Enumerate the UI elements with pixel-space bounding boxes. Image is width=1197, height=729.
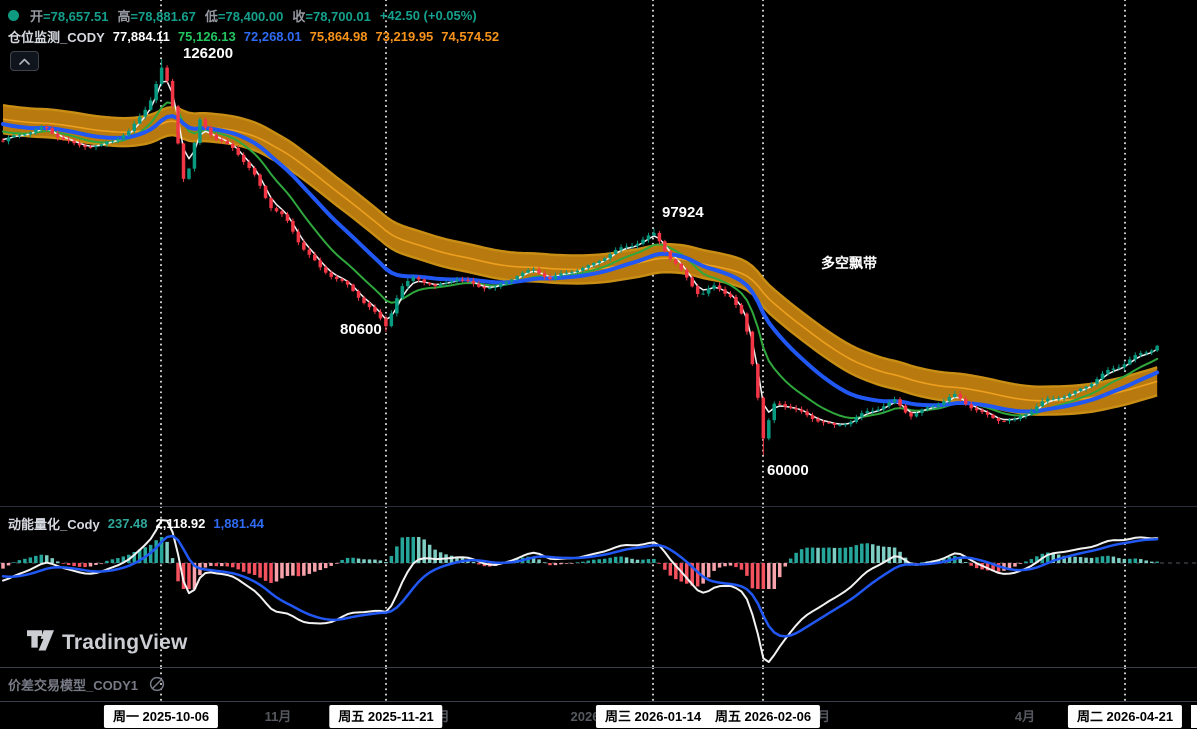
indicator-title[interactable]: 仓位监测_CODY: [8, 30, 105, 45]
swing-annotation: 60000: [767, 462, 809, 479]
ohlc-low: 低=78,400.00: [204, 9, 284, 24]
ohlc-change: +42.50 (+0.05%): [379, 8, 477, 23]
series-marker-icon[interactable]: [8, 10, 19, 21]
ohlc-legend-row: 开=78,657.51 高=78,881.67 低=78,400.00 收=78…: [8, 6, 477, 25]
chevron-up-icon: [19, 58, 30, 65]
indicator-value: 72,268.01: [243, 29, 302, 44]
tradingview-logo[interactable]: TradingView: [27, 630, 188, 655]
oscillator-value: 2,118.92: [155, 516, 206, 531]
pane-separator[interactable]: [0, 506, 1197, 507]
tradingview-wordmark: TradingView: [62, 630, 188, 654]
month-label: 2026: [570, 709, 600, 724]
date-chip: 周一 2025-10-06: [103, 705, 219, 728]
ribbon-label: 多空飘带: [821, 255, 877, 271]
indicator-value: 75,126.13: [177, 29, 236, 44]
oscillator-value: 237.48: [107, 516, 148, 531]
oscillator-values: 237.48 2,118.92 1,881.44: [108, 516, 264, 531]
oscillator-legend-row: 动能量化_Cody 237.48 2,118.92 1,881.44: [8, 514, 264, 533]
session-lines-continuation: [160, 668, 1126, 701]
date-chip: 周三 2026-01-14: [595, 705, 711, 728]
date-chip: 周二 2026-04-21: [1067, 705, 1183, 728]
indicator-legend-row: 仓位监测_CODY 77,884.11 75,126.13 72,268.01 75,…: [8, 27, 499, 46]
indicator-value: 73,219.95: [375, 29, 434, 44]
row-divider-top: [0, 667, 1197, 668]
oscillator-chart-canvas[interactable]: [0, 507, 1197, 667]
tradingview-logo-icon: [27, 630, 54, 651]
price-chart-canvas[interactable]: [0, 0, 1197, 506]
hidden-indicator-title[interactable]: 价差交易模型_CODY1: [8, 677, 139, 693]
swing-annotation: 126200: [183, 45, 234, 62]
date-chip: 周五 2026-02-06: [705, 705, 821, 728]
eye-off-icon[interactable]: [148, 675, 166, 693]
collapse-legend-button[interactable]: [10, 51, 39, 71]
indicator-values: 77,884.11 75,126.13 72,268.01 75,864.98 73,2…: [113, 29, 499, 44]
date-chip: 周五 2025-11-21: [329, 705, 443, 728]
month-label: 11月: [264, 709, 292, 724]
ohlc-close: 收=78,700.01: [292, 9, 371, 24]
ohlc-high: 高=78,881.67: [117, 9, 196, 24]
swing-annotation: 80600: [340, 321, 382, 338]
swing-annotation: 97924: [662, 204, 704, 221]
indicator-value: 77,884.11: [112, 29, 170, 44]
indicator-value: 75,864.98: [309, 29, 368, 44]
oscillator-value: 1,881.44: [213, 516, 264, 531]
month-label: 4月: [1014, 709, 1036, 724]
indicator-value: 74,574.52: [441, 29, 500, 44]
oscillator-title[interactable]: 动能量化_Cody: [8, 517, 100, 532]
ohlc-open: 开=78,657.51: [30, 9, 109, 24]
date-chip-partial: [1191, 705, 1197, 728]
hidden-indicator-row: 价差交易模型_CODY1: [0, 668, 1197, 700]
